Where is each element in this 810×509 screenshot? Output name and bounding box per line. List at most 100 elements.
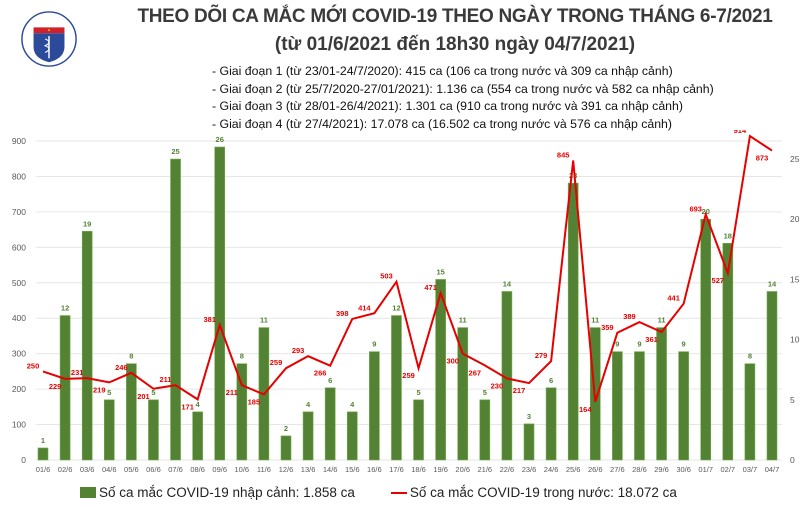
line-data-label: 219: [93, 385, 106, 394]
x-axis-tick: 06/6: [146, 465, 161, 474]
line-data-label: 279: [535, 351, 548, 360]
x-axis-tick: 07/6: [168, 465, 183, 474]
line-data-label: 211: [159, 375, 171, 384]
bar-imported: [37, 447, 49, 461]
bar-imported: [324, 387, 336, 461]
stage-1: - Giai đoạn 1 (từ 23/01-24/7/2020): 415 …: [212, 64, 673, 78]
bar-imported: [369, 351, 380, 461]
bar-imported: [214, 146, 226, 461]
legend-item-domestic: Số ca mắc COVID-19 trong nước: 18.072 ca: [390, 485, 677, 500]
bar-imported: [766, 291, 778, 461]
right-axis-tick: 20: [790, 214, 800, 224]
line-data-label: 414: [358, 303, 371, 312]
line-data-label: 231: [71, 368, 84, 377]
line-data-label: 873: [756, 154, 769, 163]
left-axis-tick: 600: [12, 242, 26, 252]
chart-subtitle: (từ 01/6/2021 đến 18h30 ngày 04/7/2021): [274, 34, 636, 55]
bar-imported: [391, 315, 402, 461]
bar-imported: [81, 230, 93, 461]
left-axis-tick: 400: [12, 313, 26, 323]
left-axis-tick: 300: [12, 349, 26, 359]
line-data-label: 201: [137, 392, 150, 401]
bar-data-label: 5: [151, 388, 155, 397]
line-data-label: 361: [645, 335, 658, 344]
line-data-label: 845: [557, 150, 570, 159]
x-axis-tick: 14/6: [323, 465, 338, 474]
bar-imported: [634, 351, 645, 461]
bar-swatch-icon: [80, 487, 96, 498]
legend-item-imported: Số ca mắc COVID-19 nhập cảnh: 1.858 ca: [80, 485, 355, 500]
bar-imported: [192, 411, 203, 461]
x-axis-tick: 11/6: [257, 465, 271, 474]
bar-data-label: 4: [306, 400, 311, 409]
bar-data-label: 1: [41, 436, 45, 445]
line-data-label: 471: [424, 283, 437, 292]
line-swatch-icon: [390, 491, 407, 494]
bar-data-label: 9: [372, 340, 376, 349]
line-data-label: 693: [689, 204, 702, 213]
chart-title: THEO DÕI CA MẮC MỚI COVID-19 THEO NGÀY T…: [137, 6, 773, 27]
line-data-label: 503: [380, 272, 393, 281]
x-axis-tick: 01/6: [36, 465, 51, 474]
x-axis-tick: 19/6: [433, 465, 448, 474]
x-axis-tick: 20/6: [455, 465, 470, 474]
bar-imported: [170, 158, 181, 461]
line-data-label: 293: [292, 346, 305, 355]
x-axis-tick: 12/6: [279, 465, 294, 474]
line-data-label: 230: [491, 381, 504, 390]
x-axis-tick: 26/6: [588, 465, 603, 474]
covid-chart: 0100200300400500600700800900051015202510…: [12, 130, 800, 474]
bar-data-label: 12: [61, 304, 69, 313]
bar-imported: [413, 399, 424, 461]
bar-imported: [722, 243, 734, 461]
bar-data-label: 11: [658, 316, 666, 325]
bar-data-label: 5: [416, 388, 420, 397]
bar-data-label: 5: [107, 388, 111, 397]
line-data-label: 250: [27, 361, 40, 370]
line-data-label: 527: [712, 276, 725, 285]
bar-imported: [700, 218, 712, 461]
line-data-label: 211: [226, 388, 238, 397]
bar-data-label: 25: [171, 147, 179, 156]
bar-imported: [744, 363, 756, 461]
bar-imported: [148, 399, 159, 461]
bar-data-label: 11: [591, 316, 599, 325]
bar-data-label: 14: [503, 279, 512, 288]
x-axis-tick: 17/6: [389, 465, 404, 474]
x-axis-tick: 27/6: [610, 465, 625, 474]
bar-imported: [545, 387, 557, 461]
line-data-label: 259: [402, 371, 415, 380]
line-data-label: 266: [314, 369, 327, 378]
x-axis-tick: 09/6: [212, 465, 227, 474]
x-axis-tick: 04/6: [102, 465, 117, 474]
bar-imported: [457, 327, 469, 461]
x-axis-tick: 03/7: [743, 465, 758, 474]
bar-data-label: 26: [216, 135, 224, 144]
bar-data-label: 23: [569, 171, 577, 180]
bar-data-label: 12: [392, 304, 400, 313]
line-data-label: 359: [601, 323, 614, 332]
bar-data-label: 4: [350, 400, 355, 409]
stage-2: - Giai đoạn 2 (từ 25/7/2020-27/01/2021):…: [212, 81, 714, 96]
line-data-label: 300: [446, 357, 459, 366]
bar-data-label: 6: [549, 376, 553, 385]
line-data-label: 441: [667, 294, 680, 303]
bar-imported: [59, 315, 71, 461]
line-data-label: 164: [579, 405, 592, 414]
legend-label-domestic: Số ca mắc COVID-19 trong nước: 18.072 ca: [409, 485, 677, 500]
x-axis-tick: 10/6: [235, 465, 250, 474]
x-axis-tick: 16/6: [367, 465, 382, 474]
left-axis-tick: 700: [12, 207, 26, 217]
bar-imported: [656, 327, 667, 461]
line-data-label: 185: [248, 397, 261, 406]
line-data-label: 217: [513, 386, 526, 395]
left-axis-tick: 0: [21, 455, 26, 465]
x-axis-tick: 23/6: [522, 465, 537, 474]
line-data-label: 267: [469, 368, 482, 377]
bar-imported: [280, 435, 292, 461]
left-axis-tick: 100: [12, 420, 26, 430]
left-axis-tick: 800: [12, 171, 26, 181]
bar-data-label: 8: [240, 352, 244, 361]
bar-data-label: 8: [129, 352, 133, 361]
x-axis-tick: 30/6: [676, 465, 691, 474]
